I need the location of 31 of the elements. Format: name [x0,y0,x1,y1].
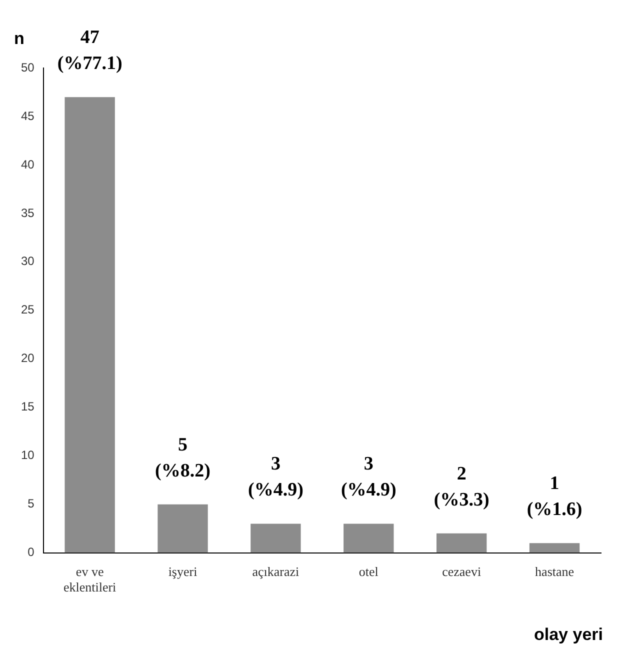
x-axis-title: olay yeri [534,625,603,644]
x-tick-label: hastane [535,564,574,580]
x-tick-label: otel [358,564,379,580]
data-label: 2 (%3.3) [434,463,490,510]
y-tick-label: 25 [20,302,35,317]
x-tick-label: cezaevi [442,564,482,580]
data-label: 5 (%8.2) [155,434,210,482]
y-tick-label: 20 [20,351,35,366]
bar [158,504,208,553]
data-label: 3 (%4.9) [248,454,304,501]
y-axis-title: n [14,29,24,48]
bar [344,524,394,553]
y-tick-label: 35 [20,206,35,220]
y-tick-label: 10 [20,448,35,462]
bar [250,524,301,553]
bar [436,533,487,553]
y-tick-label: 50 [20,60,35,74]
bar [64,97,115,553]
data-label: 47 (%77.1) [57,27,122,74]
y-tick-label: 45 [20,108,35,123]
y-tick-label: 0 [28,545,35,560]
y-tick-label: 30 [20,254,35,268]
data-label: 1 (%1.6) [526,473,582,520]
y-tick-label: 15 [20,400,35,414]
y-tick-label: 5 [28,496,35,511]
x-tick-label: açıkarazi [252,564,300,580]
bar [529,543,580,553]
y-tick-label: 40 [20,157,35,172]
data-label: 3 (%4.9) [340,454,396,501]
x-tick-label: işyeri [168,564,198,580]
x-tick-label: ev ve eklentileri [63,564,117,595]
